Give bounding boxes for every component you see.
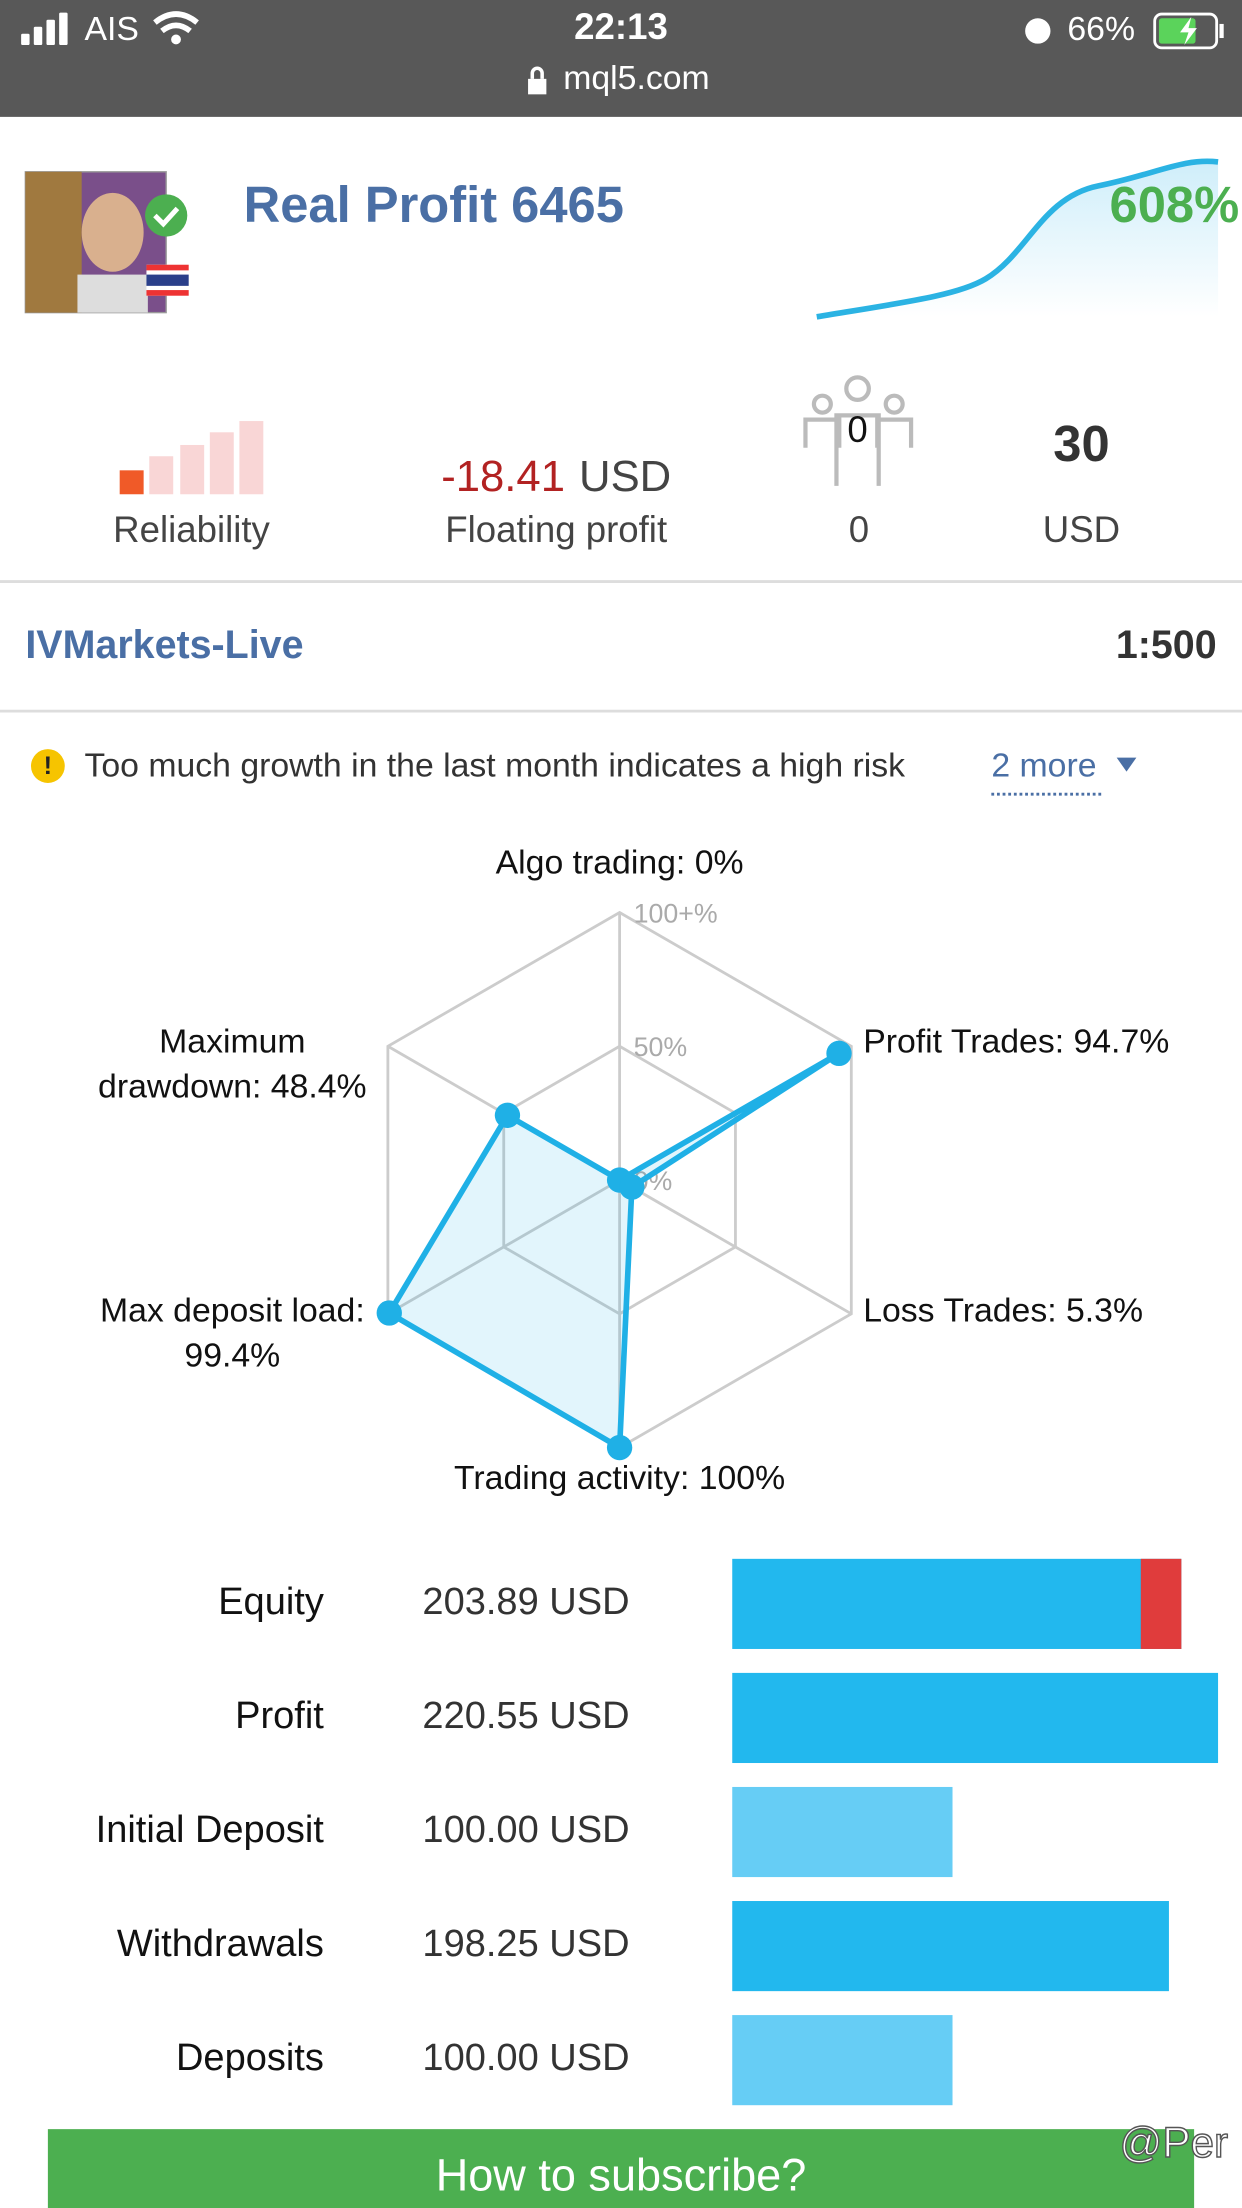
row-label: Withdrawals (117, 1923, 324, 1965)
axis-label: 99.4% (184, 1336, 280, 1374)
url: mql5.com (563, 59, 709, 97)
bar (732, 2015, 953, 2106)
r-tick-label: 100+% (634, 898, 718, 928)
alarm-icon (1025, 18, 1051, 44)
row-value: 203.89 USD (422, 1581, 629, 1623)
broker-name[interactable]: IVMarkets-Live (25, 623, 303, 667)
axis-label: Profit Trades: 94.7% (863, 1022, 1169, 1060)
radar-point (619, 1174, 645, 1200)
axis-label: Trading activity: 100% (454, 1459, 785, 1497)
account-bars: Equity 203.89 USD Profit 220.55 USD Initial … (96, 1558, 1219, 2106)
radar-area (386, 1050, 842, 1451)
price: 30 (1053, 415, 1109, 472)
radar-point (826, 1040, 852, 1067)
bar (732, 1901, 1169, 1992)
warning-more[interactable]: 2 more (991, 746, 1096, 784)
wifi-dot (171, 34, 181, 45)
floating-profit-number: -18.41 (441, 451, 565, 500)
row-value: 100.00 USD (422, 2037, 629, 2079)
warning-mark: ! (44, 752, 52, 780)
price-unit: USD (1043, 509, 1120, 550)
subscribers: 0 (849, 509, 869, 550)
bar (732, 1558, 1182, 1649)
subscribe-button[interactable] (47, 2129, 1195, 2208)
axis-spoke (387, 1178, 621, 1316)
row-label: Deposits (176, 2037, 324, 2079)
watermark: @Per (1119, 2119, 1228, 2166)
subscribers-icon (803, 375, 914, 486)
floating-profit-label: Floating profit (445, 509, 667, 550)
more-arrow[interactable] (1116, 757, 1137, 772)
reliability-icon (119, 421, 264, 495)
floating-profit-unit: USD (579, 451, 671, 500)
axis-label: Loss Trades: 5.3% (863, 1291, 1143, 1329)
bar (732, 1786, 953, 1878)
row-value: 220.55 USD (422, 1695, 629, 1737)
battery-icon (1153, 12, 1224, 50)
growth-line (816, 158, 1219, 320)
reliability-label: Reliability (113, 509, 270, 550)
signal-title[interactable]: Real Profit 6465 (244, 176, 624, 233)
axis-label: drawdown: 48.4% (98, 1067, 367, 1105)
row-label: Profit (235, 1695, 324, 1737)
axis-label: Algo trading: 0% (496, 844, 744, 882)
r-tick-label: 50% (634, 1032, 688, 1062)
growth: 608% (1110, 176, 1240, 233)
lock-icon (528, 66, 547, 95)
radar-point (606, 1434, 633, 1461)
warning-text: Too much growth in the last month indica… (84, 746, 905, 784)
avatar (24, 171, 189, 314)
wifi-icon (153, 11, 199, 34)
axis-label: Maximum (159, 1022, 305, 1060)
row-value: 100.00 USD (422, 1809, 629, 1851)
bar (732, 1672, 1219, 1764)
row-label: Initial Deposit (96, 1809, 325, 1851)
floating-profit-value: -18.41 USD (441, 451, 671, 500)
carrier: AIS (84, 10, 138, 48)
radar-point (494, 1102, 521, 1128)
time: 22:13 (574, 6, 668, 47)
subscribers-count: 0 (847, 409, 867, 450)
axis-label: Max deposit load: (100, 1291, 365, 1329)
radar-point (376, 1300, 402, 1326)
row-label: Equity (218, 1581, 324, 1623)
subscribe-label[interactable]: How to subscribe? (436, 2149, 807, 2200)
axis-spoke (618, 1178, 853, 1316)
signal-icon (21, 12, 68, 46)
leverage: 1:500 (1116, 623, 1217, 667)
battery-level: 66% (1067, 10, 1135, 48)
radar-chart: 100+%50%0%Algo trading: 0%Profit Trades:… (98, 844, 1169, 1497)
floating-loss-bar (1140, 1558, 1182, 1649)
row-value: 198.25 USD (422, 1923, 629, 1965)
warning-icon (30, 749, 65, 783)
growth-area (816, 161, 1219, 317)
